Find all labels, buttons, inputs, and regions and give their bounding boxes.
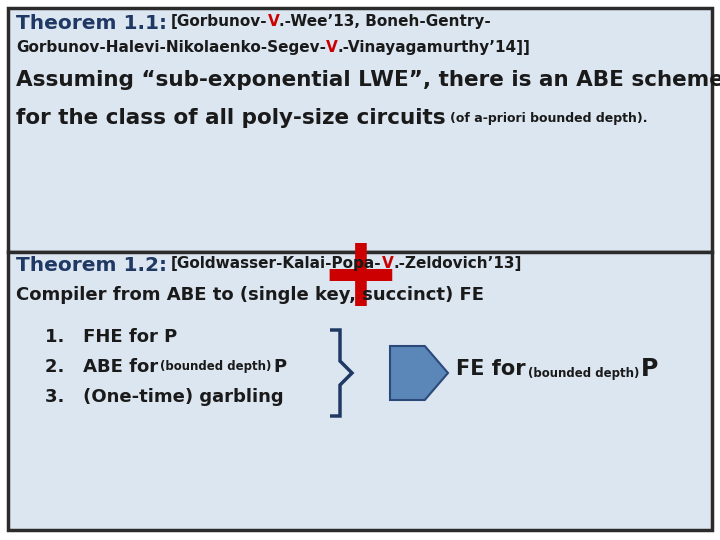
- Text: P: P: [641, 357, 658, 381]
- Text: Assuming “sub-exponential LWE”, there is an ABE scheme: Assuming “sub-exponential LWE”, there is…: [16, 70, 720, 90]
- Text: .-Vinayagamurthy’14]]: .-Vinayagamurthy’14]]: [338, 40, 531, 55]
- Text: .-Wee’13, Boneh-Gentry-: .-Wee’13, Boneh-Gentry-: [279, 14, 491, 29]
- Text: +: +: [318, 230, 402, 327]
- Text: (of a-priori bounded depth).: (of a-priori bounded depth).: [449, 112, 647, 125]
- Text: V: V: [268, 14, 279, 29]
- Text: Theorem 1.1:: Theorem 1.1:: [16, 14, 167, 33]
- Text: FE for: FE for: [456, 359, 526, 379]
- Text: 1.   FHE for P: 1. FHE for P: [45, 328, 177, 346]
- Text: [Gorbunov-: [Gorbunov-: [171, 14, 268, 29]
- Text: V: V: [326, 40, 338, 55]
- Text: (bounded depth): (bounded depth): [160, 360, 271, 373]
- Text: 2.   ABE for: 2. ABE for: [45, 358, 158, 376]
- Text: Gorbunov-Halevi-Nikolaenko-Segev-: Gorbunov-Halevi-Nikolaenko-Segev-: [16, 40, 326, 55]
- Text: Theorem 1.2:: Theorem 1.2:: [16, 256, 167, 275]
- Text: V: V: [382, 256, 393, 271]
- Text: 3.   (One-time) garbling: 3. (One-time) garbling: [45, 388, 284, 406]
- FancyBboxPatch shape: [8, 252, 712, 530]
- Text: (bounded depth): (bounded depth): [528, 368, 639, 381]
- Polygon shape: [390, 346, 448, 400]
- Text: .-Zeldovich’13]: .-Zeldovich’13]: [393, 256, 522, 271]
- Text: for the class of all poly-size circuits: for the class of all poly-size circuits: [16, 108, 446, 128]
- Text: Compiler from ABE to (single key, succinct) FE: Compiler from ABE to (single key, succin…: [16, 286, 484, 304]
- FancyBboxPatch shape: [8, 8, 712, 252]
- Text: P: P: [274, 358, 287, 376]
- Text: [Goldwasser-Kalai-Popa-: [Goldwasser-Kalai-Popa-: [171, 256, 382, 271]
